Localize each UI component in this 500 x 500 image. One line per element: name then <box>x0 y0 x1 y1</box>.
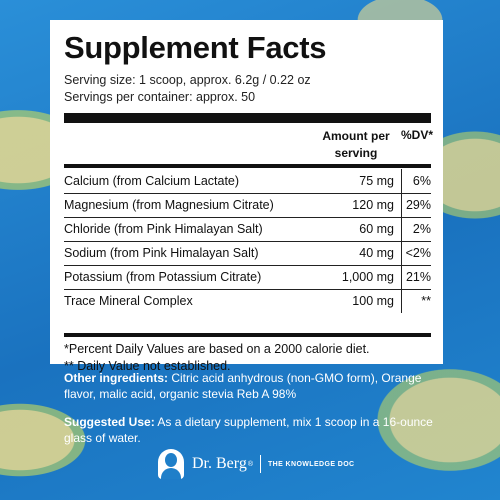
suggested-use: Suggested Use: As a dietary supplement, … <box>64 414 449 446</box>
nutrient-dv: 29% <box>405 198 431 212</box>
suggested-use-label: Suggested Use: <box>64 415 155 429</box>
column-divider <box>401 241 402 265</box>
nutrient-dv: 21% <box>405 270 431 284</box>
nutrient-dv: <2% <box>405 246 431 260</box>
suggested-use-text: As a dietary supplement, mix 1 scoop in … <box>64 415 433 445</box>
column-divider <box>401 217 402 241</box>
nutrient-row-potassium: Potassium (from Potassium Citrate) 1,000… <box>64 265 431 290</box>
panel-title: Supplement Facts <box>64 30 327 65</box>
nutrient-row-calcium: Calcium (from Calcium Lactate) 75 mg 6% <box>64 169 431 194</box>
column-divider <box>401 265 402 289</box>
footnote-dv: *Percent Daily Values are based on a 200… <box>64 342 370 356</box>
nutrient-amount: 75 mg <box>359 174 394 188</box>
brand-name: Dr. Berg <box>192 455 247 472</box>
thick-divider <box>64 113 431 123</box>
nutrient-name: Magnesium (from Magnesium Citrate) <box>64 198 274 212</box>
amount-per-serving-header: Amount per serving <box>320 128 392 162</box>
other-ingredients: Other ingredients: Citric acid anhydrous… <box>64 370 449 402</box>
column-divider <box>401 289 402 313</box>
header-divider <box>64 164 431 168</box>
nutrient-row-chloride: Chloride (from Pink Himalayan Salt) 60 m… <box>64 217 431 242</box>
nutrient-row-sodium: Sodium (from Pink Himalayan Salt) 40 mg … <box>64 241 431 266</box>
column-divider <box>401 193 402 217</box>
column-divider <box>401 169 402 193</box>
brand-tagline: THE KNOWLEDGE DOC <box>267 460 355 468</box>
amount-header-line1: Amount per <box>322 129 390 143</box>
brand-separator <box>259 455 261 473</box>
registered-mark: ® <box>247 460 253 468</box>
nutrient-name: Chloride (from Pink Himalayan Salt) <box>64 222 263 236</box>
nutrient-amount: 40 mg <box>359 246 394 260</box>
other-ingredients-text: Citric acid anhydrous (non-GMO form), Or… <box>64 371 422 401</box>
nutrient-name: Sodium (from Pink Himalayan Salt) <box>64 246 259 260</box>
nutrient-amount: 1,000 mg <box>341 270 394 284</box>
nutrient-dv: 6% <box>412 174 431 188</box>
nutrient-amount: 120 mg <box>352 198 394 212</box>
nutrient-name: Trace Mineral Complex <box>64 294 193 308</box>
servings-per-container: Servings per container: approx. 50 <box>64 90 256 104</box>
nutrient-dv: 2% <box>412 222 431 236</box>
nutrient-amount: 60 mg <box>359 222 394 236</box>
nutrient-row-magnesium: Magnesium (from Magnesium Citrate) 120 m… <box>64 193 431 218</box>
amount-header-line2: serving <box>334 146 378 160</box>
nutrient-dv: ** <box>421 294 431 308</box>
nutrient-amount: 100 mg <box>352 294 394 308</box>
brand-logo: Dr. Berg ® THE KNOWLEDGE DOC <box>158 448 355 480</box>
dv-header: %DV* <box>400 128 433 142</box>
other-ingredients-label: Other ingredients: <box>64 371 169 385</box>
nutrient-name: Calcium (from Calcium Lactate) <box>64 174 240 188</box>
nutrient-row-trace-minerals: Trace Mineral Complex 100 mg ** <box>64 289 431 313</box>
supplement-facts-panel: Supplement Facts Serving size: 1 scoop, … <box>50 20 443 373</box>
nutrient-name: Potassium (from Potassium Citrate) <box>64 270 262 284</box>
portrait-icon <box>158 449 184 479</box>
serving-size: Serving size: 1 scoop, approx. 6.2g / 0.… <box>64 73 311 87</box>
footnote-not-established: ** Daily Value not established. <box>64 359 231 373</box>
bottom-divider <box>64 333 431 337</box>
